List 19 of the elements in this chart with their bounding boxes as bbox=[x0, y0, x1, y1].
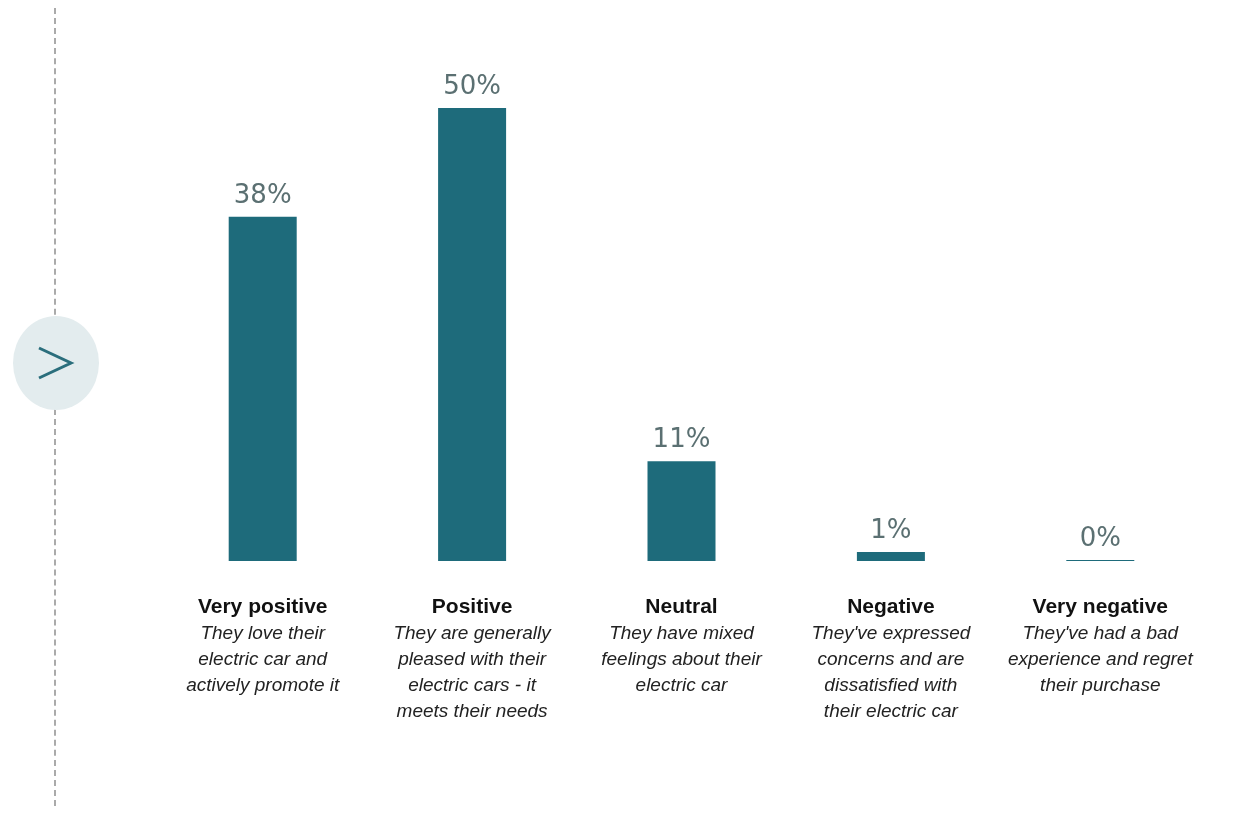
x-tick-label: Negative bbox=[847, 593, 935, 617]
x-tick-label: Very positive bbox=[197, 593, 328, 617]
x-tick-label: Very negative bbox=[1032, 593, 1169, 617]
text: They have mixed feelings about their electric car bbox=[601, 621, 763, 695]
bar bbox=[228, 216, 297, 561]
x-tick-label: Neutral bbox=[645, 593, 718, 617]
text: They are generally pleased with their electric cars - it meets their needs bbox=[393, 621, 553, 721]
data-label: 11% bbox=[652, 423, 711, 454]
text: They've expressed concerns and are dissatisfied with their electric car bbox=[811, 621, 972, 721]
data-label: 50% bbox=[443, 70, 501, 100]
bar bbox=[438, 108, 507, 561]
data-label: 0% bbox=[1079, 522, 1121, 552]
text: They love their electric car and actively promote it bbox=[186, 621, 340, 695]
bar bbox=[647, 461, 716, 561]
bar bbox=[856, 551, 925, 561]
text: They've had a bad experience and regret their purchase bbox=[1007, 621, 1194, 695]
data-label: 1% bbox=[870, 513, 912, 544]
x-tick-label: Positive bbox=[431, 593, 513, 617]
data-label: 38% bbox=[233, 178, 292, 209]
